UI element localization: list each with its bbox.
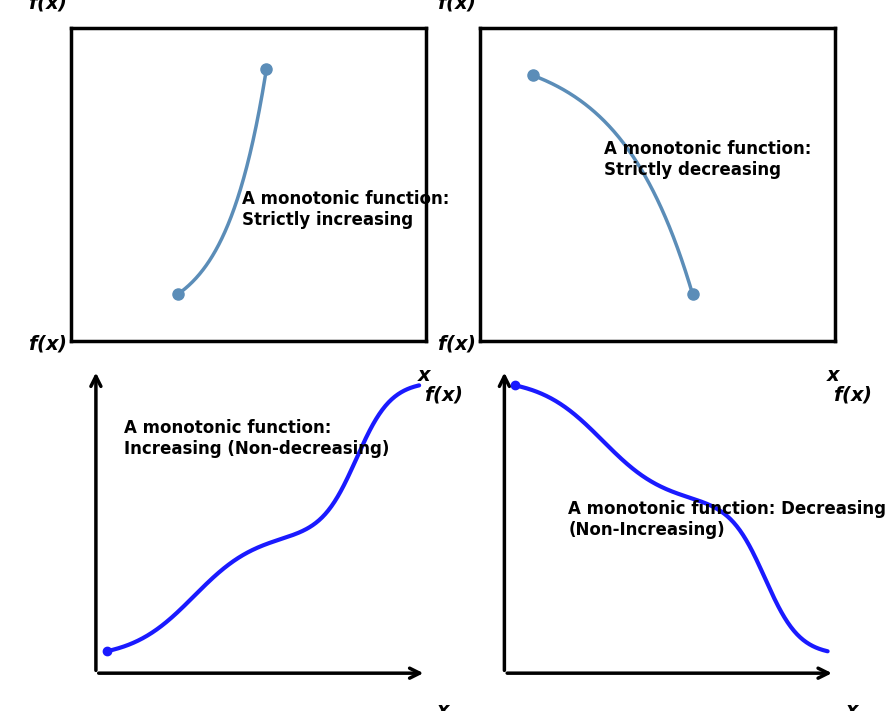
Text: $\bfit{f(x)}$: $\bfit{f(x)}$ bbox=[437, 0, 476, 13]
Text: $\bfit{f(x)}$: $\bfit{f(x)}$ bbox=[28, 333, 67, 354]
Text: A monotonic function:
Increasing (Non-decreasing): A monotonic function: Increasing (Non-de… bbox=[124, 419, 390, 458]
Text: A monotonic function:
Strictly increasing: A monotonic function: Strictly increasin… bbox=[242, 191, 449, 229]
Text: A monotonic function:
Strictly decreasing: A monotonic function: Strictly decreasin… bbox=[604, 141, 812, 179]
Text: $\bfit{x}$: $\bfit{x}$ bbox=[436, 701, 452, 711]
Text: $\bfit{f(x)}$: $\bfit{f(x)}$ bbox=[424, 384, 464, 405]
Text: $\bfit{f(x)}$: $\bfit{f(x)}$ bbox=[833, 384, 872, 405]
Text: $\bfit{x}$: $\bfit{x}$ bbox=[417, 366, 433, 385]
Text: $\bfit{x}$: $\bfit{x}$ bbox=[844, 701, 860, 711]
Text: $\bfit{f(x)}$: $\bfit{f(x)}$ bbox=[28, 0, 67, 13]
Text: $\bfit{x}$: $\bfit{x}$ bbox=[826, 366, 842, 385]
Text: $\bfit{f(x)}$: $\bfit{f(x)}$ bbox=[437, 333, 476, 354]
Text: A monotonic function: Decreasing
(Non-Increasing): A monotonic function: Decreasing (Non-In… bbox=[568, 501, 886, 539]
